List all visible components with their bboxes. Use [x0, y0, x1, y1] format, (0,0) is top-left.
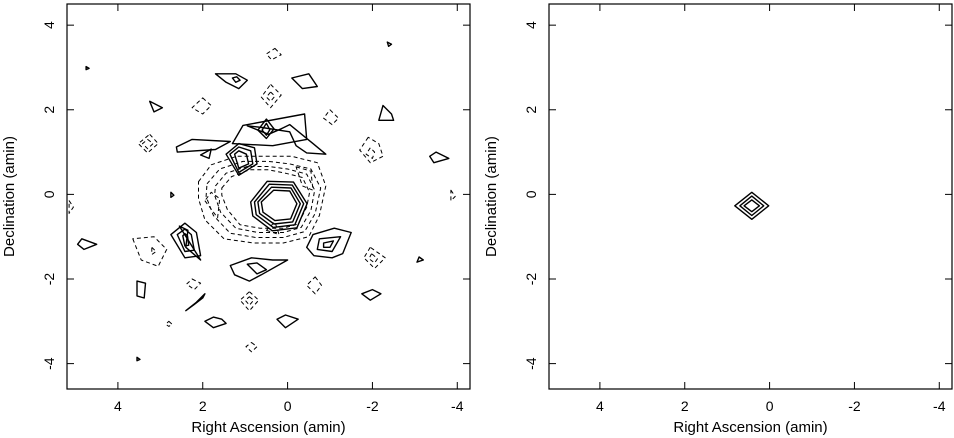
x-tick-label: -2 [366, 398, 379, 414]
positive-contour [276, 314, 299, 329]
contour-panel-right: 4 2 0 -2 -4 -4 -2 0 2 4 Right Ascension (amin) Decl… [483, 3, 953, 436]
x-axis-label: Right Ascension (amin) [673, 419, 827, 436]
negative-contour [295, 166, 314, 191]
y-tick-label: 4 [523, 21, 539, 29]
negative-contour [151, 246, 157, 255]
positive-contour [170, 191, 175, 199]
positive-contour [257, 118, 275, 140]
negative-contour [365, 147, 376, 159]
positive-contour [361, 288, 382, 301]
positive-contour [378, 104, 395, 122]
y-tick-label: -2 [523, 273, 539, 286]
negative-contour [186, 278, 202, 291]
positive-contour [182, 232, 190, 247]
x-tick-label: 0 [766, 398, 774, 414]
positive-contour [76, 238, 98, 251]
y-axis-label: Declination (amin) [483, 136, 500, 257]
positive-contour [316, 235, 342, 253]
negative-contour [205, 160, 322, 238]
positive-contour [246, 123, 327, 155]
negative-contour [450, 189, 456, 202]
negative-contour [68, 200, 74, 214]
negative-contour [265, 91, 276, 102]
x-tick-label: 4 [596, 398, 604, 414]
positive-contour [214, 73, 249, 90]
positive-contour [291, 73, 318, 90]
negative-contour [265, 47, 282, 61]
negative-contour [191, 97, 212, 115]
positive-contour [429, 151, 450, 164]
positive-contour [229, 257, 289, 282]
negative-contour [368, 253, 378, 264]
positive-contour [148, 100, 164, 113]
x-tick-label: -4 [451, 398, 464, 414]
positive-contour [416, 256, 424, 263]
positive-contour [260, 189, 298, 222]
positive-contour [261, 122, 271, 136]
positive-contour [743, 199, 761, 213]
x-tick-label: 2 [681, 398, 689, 414]
positive-contour [175, 138, 232, 153]
positive-contour [199, 148, 212, 160]
y-tick-label: 2 [523, 106, 539, 114]
positive-contour [253, 183, 305, 229]
positive-contour [136, 356, 141, 362]
x-tick-label: -4 [933, 398, 946, 414]
negative-contour [239, 291, 260, 312]
positive-contour [170, 222, 202, 259]
x-axis-label: Right Ascension (amin) [191, 419, 345, 436]
positive-contour [246, 262, 268, 275]
positive-contour [176, 228, 196, 253]
negative-contour [363, 246, 386, 269]
positive-contour [734, 191, 770, 221]
x-tick-label: 2 [199, 398, 207, 414]
negative-contour [142, 138, 154, 150]
y-tick-label: 4 [41, 21, 57, 29]
y-tick-label: -4 [523, 357, 539, 370]
positive-contour [233, 150, 250, 169]
positive-contour [85, 65, 90, 71]
positive-contour [231, 76, 241, 84]
y-tick-label: 2 [41, 106, 57, 114]
plot-frame [66, 3, 471, 390]
negative-contour [204, 191, 221, 219]
x-tick-label: -2 [848, 398, 861, 414]
x-tick-label: 4 [114, 398, 122, 414]
y-tick-label: 0 [41, 190, 57, 198]
y-tick-label: -2 [41, 273, 57, 286]
negative-contour [214, 166, 316, 233]
positive-contour [322, 240, 335, 249]
positive-contour [386, 41, 393, 47]
y-tick-label: -4 [41, 357, 57, 370]
negative-contour [165, 320, 173, 327]
positive-contour [739, 195, 765, 217]
positive-contour [257, 186, 301, 225]
x-tick-label: 0 [284, 398, 292, 414]
positive-contour [306, 227, 352, 259]
positive-contour [136, 280, 147, 299]
positive-contour [231, 113, 308, 147]
negative-contour [221, 169, 311, 229]
negative-contour [244, 296, 255, 306]
negative-contour [132, 236, 168, 267]
negative-contour [306, 276, 322, 295]
negative-contour [245, 342, 258, 353]
negative-contour [260, 83, 282, 109]
contour-panel-left: 4 2 0 -2 -4 -4 -2 0 2 4 Right Ascension (amin) Decl… [1, 3, 471, 436]
negative-contour [323, 109, 339, 126]
y-axis-label: Declination (amin) [1, 136, 18, 257]
positive-contour [225, 142, 258, 177]
negative-contour [137, 133, 159, 154]
y-tick-label: 0 [523, 190, 539, 198]
positive-contour [185, 293, 206, 312]
negative-contour [359, 136, 384, 164]
negative-contour [198, 155, 327, 244]
positive-contour [204, 316, 227, 329]
plot-frame [548, 3, 953, 390]
